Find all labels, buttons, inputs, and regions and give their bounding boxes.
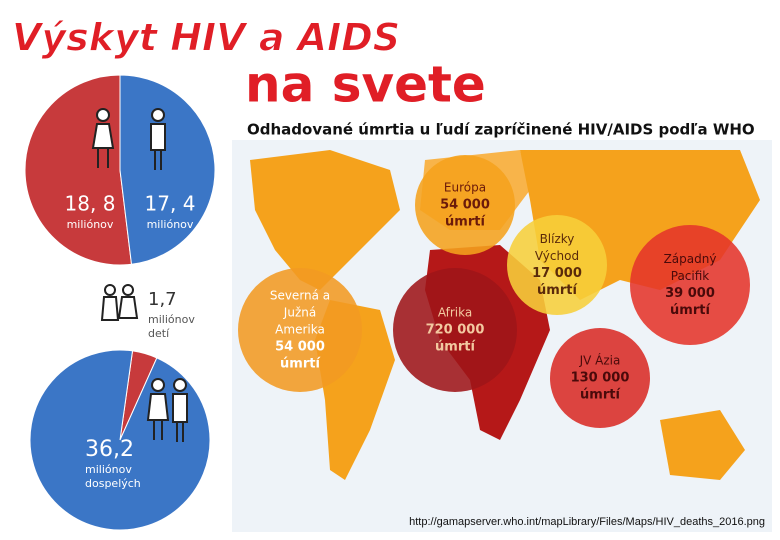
region-bubble <box>415 155 515 255</box>
region-deaths: 54 000 <box>440 198 490 213</box>
region-unit: úmrtí <box>280 357 321 372</box>
title-2: na svete <box>245 56 486 114</box>
pie-slice <box>119 74 216 265</box>
region-name: Afrika <box>438 306 472 320</box>
pie-label: 36,2 <box>85 437 134 462</box>
pie-unit: detí <box>148 327 170 340</box>
region-unit: úmrtí <box>537 283 578 298</box>
pie-slice <box>24 74 133 266</box>
subtitle: Odhadované úmrtia u ľudí zapríčinené HIV… <box>247 121 755 139</box>
region-deaths: 54 000 <box>275 340 325 355</box>
region-unit: úmrtí <box>670 303 711 318</box>
region-deaths: 130 000 <box>571 371 630 386</box>
region-bubble <box>550 328 650 428</box>
title: Výskyt HIV a AIDS <box>12 16 400 60</box>
region-name: JV Ázia <box>579 353 621 368</box>
icons <box>91 108 188 442</box>
region-name: Západný <box>664 252 717 266</box>
region-name: Európa <box>444 181 486 195</box>
pie-unit: dospelých <box>85 477 141 490</box>
region-name: Južná <box>283 306 316 320</box>
pie-label: 1,7 <box>148 289 177 310</box>
region-bubble <box>630 225 750 345</box>
region-bubble <box>393 268 517 392</box>
region-unit: úmrtí <box>580 388 621 403</box>
region-bubble <box>507 215 607 315</box>
pie-unit: miliónov <box>85 463 132 476</box>
region-name: Amerika <box>275 323 325 337</box>
pie-unit: miliónov <box>148 313 195 326</box>
north-america <box>250 150 400 290</box>
pie-label: 18, 8 <box>65 192 116 216</box>
australia <box>660 410 745 480</box>
region-deaths: 17 000 <box>532 266 582 281</box>
region-unit: úmrtí <box>435 340 476 355</box>
pie-unit: miliónov <box>147 218 194 231</box>
region-name: Pacifik <box>671 269 710 283</box>
region-name: Severná a <box>270 289 330 303</box>
region-name: Východ <box>535 249 579 263</box>
region-unit: úmrtí <box>445 215 486 230</box>
source-url: http://gamapserver.who.int/mapLibrary/Fi… <box>409 516 765 528</box>
pie-label: 17, 4 <box>145 192 196 216</box>
region-name: Blízky <box>540 232 575 246</box>
pie-unit: miliónov <box>67 218 114 231</box>
region-bubble <box>238 268 362 392</box>
region-deaths: 39 000 <box>665 286 715 301</box>
region-deaths: 720 000 <box>426 323 485 338</box>
